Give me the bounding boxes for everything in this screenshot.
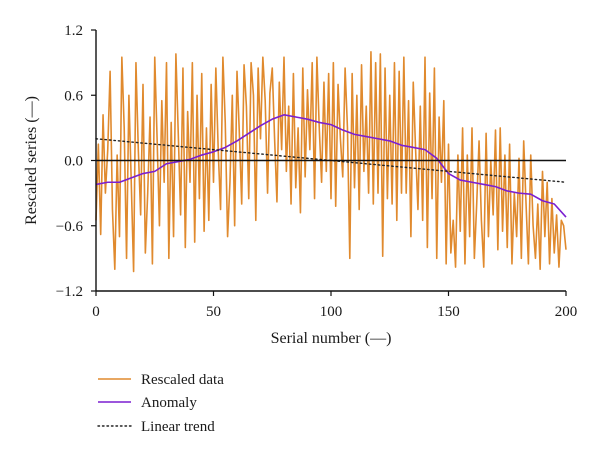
x-tick-label: 100 bbox=[320, 304, 343, 320]
y-axis-title: Rescaled series (—) bbox=[23, 96, 40, 225]
x-tick-label: 150 bbox=[437, 304, 460, 320]
legend: Rescaled data Anomaly Linear trend bbox=[97, 372, 224, 435]
x-tick-label: 200 bbox=[555, 304, 578, 320]
y-tick-label: −1.2 bbox=[56, 284, 83, 300]
x-axis-title: Serial number (—) bbox=[271, 330, 392, 347]
ticks: 0 50 100 150 200 1.2 0.6 0.0 −0.6 −1.2 bbox=[56, 23, 577, 320]
x-tick-label: 50 bbox=[206, 304, 221, 320]
y-tick-label: 0.0 bbox=[64, 154, 83, 170]
y-tick-label: −0.6 bbox=[56, 219, 84, 235]
y-tick-label: 0.6 bbox=[64, 88, 83, 104]
series-line-rescaled-data bbox=[95, 50, 567, 273]
x-tick-label: 0 bbox=[92, 304, 100, 320]
legend-label-rescaled-data: Rescaled data bbox=[141, 372, 224, 388]
series-line-anomaly bbox=[95, 114, 567, 218]
series-layer bbox=[95, 50, 567, 273]
legend-label-linear-trend: Linear trend bbox=[141, 419, 215, 435]
y-tick-label: 1.2 bbox=[64, 23, 83, 39]
legend-label-anomaly: Anomaly bbox=[141, 395, 197, 411]
